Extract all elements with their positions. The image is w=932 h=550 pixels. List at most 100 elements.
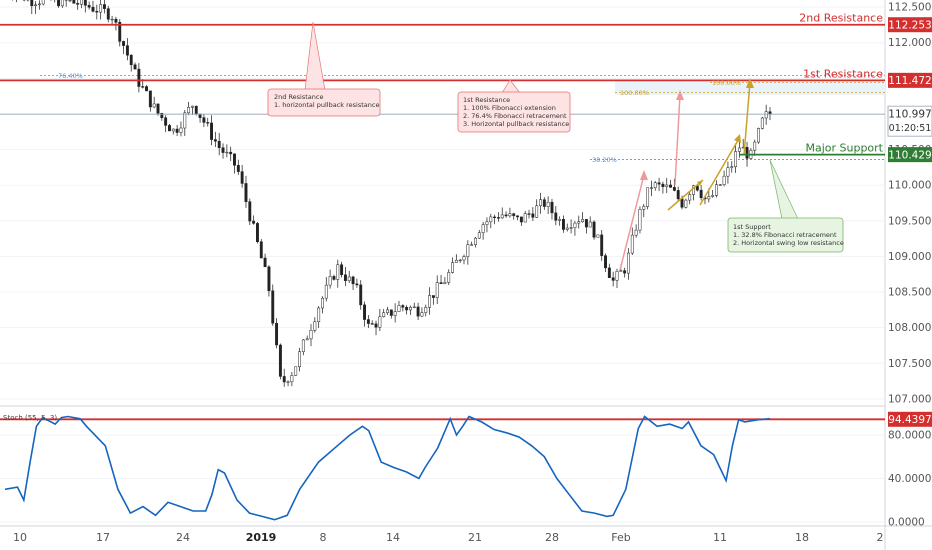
candle-body: [145, 86, 148, 92]
y-tick-label: 107.500: [888, 358, 931, 370]
candle-body: [263, 257, 267, 268]
candle-body: [206, 122, 210, 124]
pink-arrows: [619, 90, 684, 271]
candle-body: [282, 376, 286, 383]
candle-body: [156, 103, 160, 114]
x-tick-label: 11: [713, 531, 727, 544]
candle-body: [707, 196, 711, 200]
pink-arrow-2-head: [676, 90, 684, 100]
last-price-tag: 110.997 01:20:51: [887, 105, 932, 137]
stoch-value-tag-box: [888, 411, 932, 427]
candle-body: [470, 244, 474, 246]
x-tick-label: 24: [176, 531, 190, 544]
candle-body: [500, 214, 504, 219]
callout-line: 1. 32.8% Fibonacci retracement: [733, 231, 837, 239]
candle-body: [642, 206, 646, 210]
first-resistance-label: 1st Resistance: [803, 67, 883, 80]
candle-body: [378, 316, 382, 328]
candle-body: [462, 256, 466, 261]
candle-body: [87, 5, 91, 8]
major-support-label: Major Support: [805, 142, 883, 155]
candle-body: [118, 22, 122, 42]
candle-body: [431, 295, 435, 298]
candle-body: [669, 184, 672, 188]
candle-body: [711, 195, 715, 197]
stoch-axis-labels: 80.0000 40.0000 0.0000: [888, 429, 931, 528]
fib-label-38-2: 38.20%: [592, 156, 617, 164]
candle-body: [519, 216, 523, 223]
candle-body: [340, 264, 344, 276]
candle-body: [313, 321, 317, 331]
candle-body: [240, 171, 244, 184]
candle-body: [489, 216, 493, 223]
y-tick-label: 109.000: [888, 251, 931, 263]
candle-body: [688, 194, 692, 201]
candle-body: [374, 323, 378, 328]
candle-body: [221, 147, 225, 153]
candle-body: [179, 127, 183, 133]
candle-body: [213, 139, 217, 142]
candle-body: [718, 184, 722, 186]
callout-box: [267, 88, 381, 117]
candle-body: [91, 6, 95, 12]
callout-line: 1st Support: [733, 223, 771, 231]
time-axis-labels: 10 17 24 2019 8 14 21 28 Feb 11 18 2: [13, 531, 884, 544]
candle-body: [726, 167, 730, 177]
candle-body: [129, 54, 133, 66]
candle-body: [324, 284, 328, 299]
candle-body: [451, 262, 454, 273]
candle-body: [309, 330, 313, 340]
candle-body: [386, 309, 389, 314]
pink-arrow-1-head: [640, 170, 648, 180]
candle-body: [512, 213, 516, 217]
x-tick-label: Feb: [611, 531, 630, 544]
candle-body: [447, 272, 451, 283]
gold-arrow-3: [743, 81, 751, 156]
candle-body: [164, 117, 168, 126]
fib-label-100-a: 100.00%: [620, 89, 649, 97]
candle-body: [336, 264, 340, 280]
candle-body: [305, 338, 309, 341]
candle-body: [343, 274, 347, 281]
candle-body: [715, 184, 718, 196]
candle-body: [229, 151, 233, 155]
candle-body: [573, 222, 577, 228]
candle-body: [244, 183, 248, 202]
candle-body: [630, 234, 634, 254]
candle-body: [485, 221, 489, 225]
candle-body: [657, 182, 661, 185]
candle-body: [627, 252, 630, 274]
candle-body: [753, 141, 757, 151]
candle-body: [523, 213, 527, 223]
candle-body: [558, 219, 562, 221]
stoch-title: Stoch (55, 5, 3): [3, 414, 57, 422]
callout-line: 1. horizontal pullback resistance: [274, 101, 379, 109]
candle-body: [435, 282, 439, 298]
candle-body: [125, 45, 129, 56]
x-tick-label: 17: [96, 531, 110, 544]
last-price-tag-box: [887, 105, 932, 137]
candle-body: [248, 201, 252, 222]
first-resistance-tag-box: [888, 72, 932, 88]
stoch-tick-label: 0.0000: [888, 516, 925, 528]
candle-body: [527, 213, 531, 215]
candle-body: [133, 64, 137, 70]
candle-body: [604, 255, 607, 269]
candle-body: [194, 105, 198, 115]
candle-body: [477, 232, 481, 239]
candle-body: [359, 284, 363, 306]
candle-body: [676, 190, 680, 200]
candle-body: [30, 0, 34, 7]
callout-line: 1. 100% Fibonacci extension: [463, 104, 556, 112]
y-tick-label: 107.000: [888, 393, 931, 405]
candle-body: [405, 307, 409, 311]
candle-body: [412, 306, 416, 308]
candles: [12, 0, 772, 387]
gold-arrow-2: [699, 136, 741, 206]
candle-body: [366, 319, 370, 324]
candle-body: [148, 90, 152, 108]
candle-body: [76, 3, 80, 5]
candle-body: [202, 117, 206, 123]
candle-body: [634, 229, 638, 236]
candle-body: [190, 105, 194, 108]
